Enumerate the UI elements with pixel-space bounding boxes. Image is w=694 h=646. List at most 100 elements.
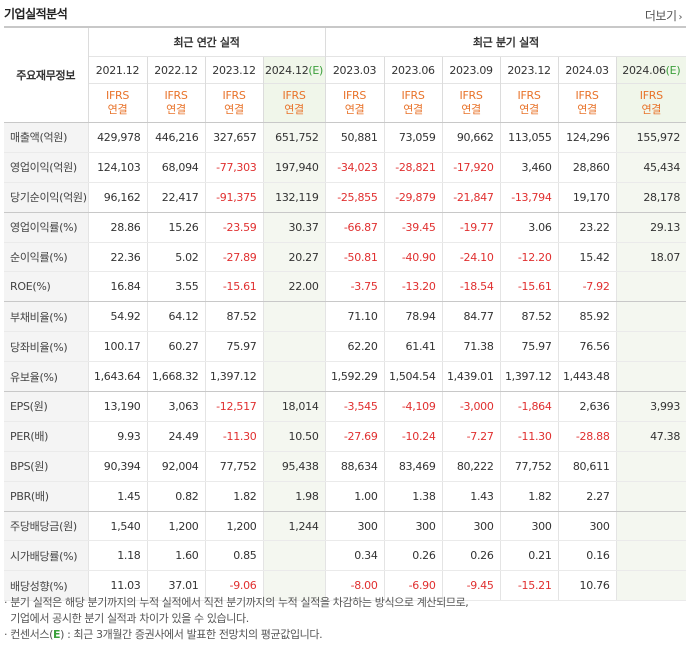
table-cell: 77,752	[499, 451, 559, 482]
table-cell: -24.10	[441, 242, 501, 273]
table-cell: -29,879	[383, 182, 443, 213]
table-cell: -91,375	[204, 182, 263, 213]
table-cell: 5.02	[146, 242, 205, 273]
table-cell: -21,847	[441, 182, 501, 213]
table-cell: 83,469	[383, 451, 443, 482]
table-cell: 429,978	[87, 122, 147, 153]
row-label: PER(배)	[4, 421, 88, 452]
table-cell: 2,636	[557, 391, 617, 422]
period-header: 2023.12	[499, 56, 559, 84]
table-cell: 24.49	[146, 421, 205, 452]
table-cell: 3,993	[615, 391, 687, 422]
table-cell: -1,864	[499, 391, 559, 422]
table-row: 매출액(억원) 429,978 446,216 327,657 651,752 50,88…	[4, 122, 687, 153]
table-row: PER(배) 9.93 24.49 -11.30 10.50 -27.69 -10.24 -7…	[4, 421, 687, 452]
basis-header: IFRS 연결	[383, 83, 443, 123]
table-cell: 73,059	[383, 122, 443, 153]
table-cell	[262, 331, 326, 363]
table-cell: 1.00	[324, 481, 385, 512]
table-row: 영업이익(억원) 124,103 68,094 -77,303 197,940 -34,0…	[4, 152, 687, 183]
table-cell: 1.60	[146, 540, 205, 572]
table-cell: 90,394	[87, 451, 147, 482]
table-row: 영업이익률(%) 28.86 15.26 -23.59 30.37 -66.87 -39.4…	[4, 212, 687, 243]
table-cell: 3.55	[146, 271, 205, 303]
period-header: 2022.12	[146, 56, 205, 84]
table-cell: -10.24	[383, 421, 443, 452]
table-cell	[615, 570, 687, 602]
table-cell: -12.20	[499, 242, 559, 273]
table-cell: 1,200	[204, 511, 263, 542]
table-cell: -9.45	[441, 570, 501, 602]
table-cell	[262, 540, 326, 572]
table-cell	[262, 301, 326, 333]
table-cell: 100.17	[87, 331, 147, 363]
table-cell: -27.69	[324, 421, 385, 452]
table-cell: -23.59	[204, 212, 263, 243]
footnotes: · 분기 실적은 해당 분기까지의 누적 실적에서 직전 분기까지의 누적 실적…	[4, 595, 469, 643]
basis-header: IFRS 연결	[324, 83, 385, 123]
table-row: 주당배당금(원) 1,540 1,200 1,200 1,244 300 300 300 300…	[4, 511, 687, 542]
table-cell: 18,014	[262, 391, 326, 422]
table-cell: 22.00	[262, 271, 326, 303]
row-label: 부채비율(%)	[4, 301, 88, 333]
table-cell: 84.77	[441, 301, 501, 333]
table-cell: 75.97	[204, 331, 263, 363]
table-cell: -6.90	[383, 570, 443, 602]
table-cell: 2.27	[557, 481, 617, 512]
row-label: 주당배당금(원)	[4, 511, 88, 542]
table-cell: 45,434	[615, 152, 687, 183]
table-row: ROE(%) 16.84 3.55 -15.61 22.00 -3.75 -13.20 -18…	[4, 271, 687, 303]
row-label: BPS(원)	[4, 451, 88, 482]
table-cell: 1,397.12	[204, 361, 263, 393]
table-cell: -28,821	[383, 152, 443, 183]
table-cell: 68,094	[146, 152, 205, 183]
table-cell: 90,662	[441, 122, 501, 153]
table-cell: -12,517	[204, 391, 263, 422]
table-cell: 0.82	[146, 481, 205, 512]
table-cell: 1.82	[204, 481, 263, 512]
table-cell	[615, 331, 687, 363]
more-label: 더보기	[644, 9, 677, 23]
table-cell: -11.30	[204, 421, 263, 452]
row-label: 배당성향(%)	[4, 570, 88, 602]
table-cell: 132,119	[262, 182, 326, 213]
table-cell: 29.13	[615, 212, 687, 243]
table-cell: 1,643.64	[87, 361, 147, 393]
row-label: 영업이익(억원)	[4, 152, 88, 183]
basis-header: IFRS 연결	[557, 83, 617, 123]
page-title: 기업실적분석	[4, 7, 68, 21]
table-cell: 15.26	[146, 212, 205, 243]
table-cell: 9.93	[87, 421, 147, 452]
table-cell: -8.00	[324, 570, 385, 602]
table-cell: 87.52	[499, 301, 559, 333]
table-cell: 23.22	[557, 212, 617, 243]
table-cell: 300	[383, 511, 443, 542]
table-cell: -19.77	[441, 212, 501, 243]
table-cell: 80,611	[557, 451, 617, 482]
period-header: 2023.06	[383, 56, 443, 84]
table-row: 부채비율(%) 54.92 64.12 87.52 71.10 78.94 84.77 87.…	[4, 301, 687, 333]
table-cell	[615, 540, 687, 572]
period-header: 2024.12(E)	[262, 56, 326, 84]
table-cell: -40.90	[383, 242, 443, 273]
table-cell: 61.41	[383, 331, 443, 363]
table-cell: 1,439.01	[441, 361, 501, 393]
table-cell: 28.86	[87, 212, 147, 243]
more-link[interactable]: 더보기 ›	[644, 7, 683, 24]
table-cell: -13.20	[383, 271, 443, 303]
table-cell: -13,794	[499, 182, 559, 213]
table-cell: 0.85	[204, 540, 263, 572]
quarter-group-header: 최근 분기 실적	[324, 26, 687, 57]
table-cell: 0.34	[324, 540, 385, 572]
table-cell: 197,940	[262, 152, 326, 183]
table-cell: 1,592.29	[324, 361, 385, 393]
table-cell: 300	[324, 511, 385, 542]
table-cell: 19,170	[557, 182, 617, 213]
table-cell: -15.61	[204, 271, 263, 303]
annual-group-header: 최근 연간 실적	[87, 26, 326, 57]
table-cell: 88,634	[324, 451, 385, 482]
table-cell: 3,063	[146, 391, 205, 422]
table-cell: 1,244	[262, 511, 326, 542]
row-label: 시가배당률(%)	[4, 540, 88, 572]
table-cell: 16.84	[87, 271, 147, 303]
